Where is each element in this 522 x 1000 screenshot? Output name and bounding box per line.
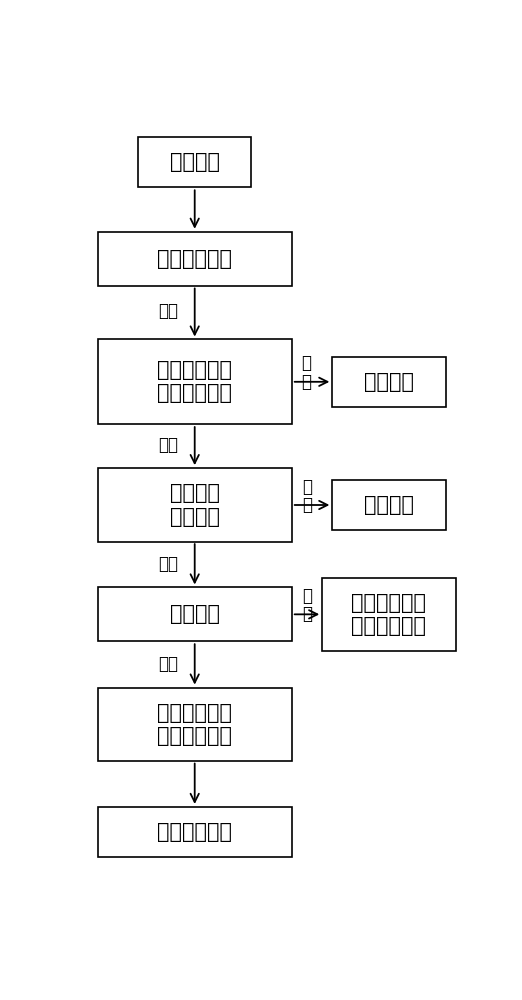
Text: 通过: 通过 bbox=[158, 302, 179, 320]
Text: 奇数: 奇数 bbox=[158, 555, 179, 573]
Bar bbox=[98, 232, 292, 286]
Bar bbox=[98, 587, 292, 641]
Text: 判断图元与剪
切平面的位置: 判断图元与剪 切平面的位置 bbox=[157, 360, 232, 403]
Bar bbox=[138, 137, 252, 187]
Text: 图元数据: 图元数据 bbox=[170, 152, 220, 172]
Bar bbox=[322, 578, 456, 651]
Bar bbox=[333, 480, 446, 530]
Bar bbox=[333, 357, 446, 407]
Text: 失: 失 bbox=[302, 587, 312, 605]
Text: 深度测试通过
模板测试通过: 深度测试通过 模板测试通过 bbox=[157, 703, 232, 746]
Text: 舍弃图元: 舍弃图元 bbox=[364, 372, 414, 392]
Text: 放弃渲染: 放弃渲染 bbox=[364, 495, 414, 515]
Text: 测试模板距离: 测试模板距离 bbox=[157, 249, 232, 269]
Text: 通过: 通过 bbox=[158, 436, 179, 454]
Bar bbox=[98, 688, 292, 761]
Text: 通过: 通过 bbox=[158, 655, 179, 673]
Text: 败: 败 bbox=[302, 605, 312, 623]
Text: 测试深度: 测试深度 bbox=[170, 604, 220, 624]
Text: 写入深度信息: 写入深度信息 bbox=[157, 822, 232, 842]
Bar bbox=[98, 468, 292, 542]
Bar bbox=[98, 339, 292, 424]
Text: 通: 通 bbox=[301, 354, 311, 372]
Text: 过: 过 bbox=[301, 373, 311, 391]
Bar bbox=[98, 807, 292, 857]
Text: 偶: 偶 bbox=[302, 478, 312, 496]
Text: 模板测试通过
深度测试失败: 模板测试通过 深度测试失败 bbox=[351, 593, 426, 636]
Text: 数: 数 bbox=[302, 496, 312, 514]
Text: 判断射线
发射次数: 判断射线 发射次数 bbox=[170, 483, 220, 527]
